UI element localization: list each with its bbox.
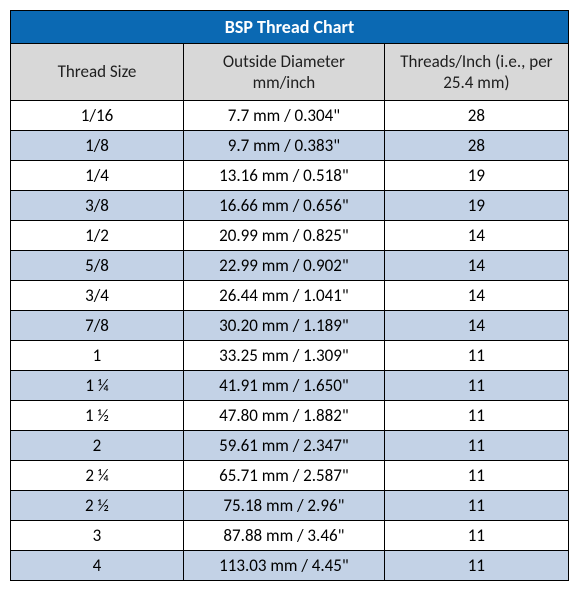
table-cell: 87.88 mm / 3.46" — [183, 521, 384, 551]
table-row: 259.61 mm / 2.347"11 — [11, 431, 569, 461]
table-cell: 11 — [384, 341, 568, 371]
table-cell: 47.80 mm / 1.882" — [183, 401, 384, 431]
table-cell: 2 — [11, 431, 184, 461]
bsp-thread-chart: BSP Thread Chart Thread Size Outside Dia… — [10, 10, 569, 581]
table-row: 4113.03 mm / 4.45"11 — [11, 551, 569, 581]
table-cell: 19 — [384, 191, 568, 221]
table-cell: 1/4 — [11, 161, 184, 191]
col-header-thread-size: Thread Size — [11, 44, 184, 101]
table-cell: 16.66 mm / 0.656" — [183, 191, 384, 221]
table-cell: 28 — [384, 131, 568, 161]
table-cell: 3 — [11, 521, 184, 551]
table-cell: 2 ½ — [11, 491, 184, 521]
table-row: 3/426.44 mm / 1.041"14 — [11, 281, 569, 311]
table-cell: 30.20 mm / 1.189" — [183, 311, 384, 341]
table-cell: 11 — [384, 461, 568, 491]
table-cell: 28 — [384, 101, 568, 131]
table-cell: 11 — [384, 551, 568, 581]
table-cell: 3/4 — [11, 281, 184, 311]
table-cell: 3/8 — [11, 191, 184, 221]
table-cell: 1/8 — [11, 131, 184, 161]
table-row: 1 ¼41.91 mm / 1.650"11 — [11, 371, 569, 401]
table-body: 1/167.7 mm / 0.304"281/89.7 mm / 0.383"2… — [11, 101, 569, 581]
table-cell: 1/16 — [11, 101, 184, 131]
table-cell: 59.61 mm / 2.347" — [183, 431, 384, 461]
table-cell: 9.7 mm / 0.383" — [183, 131, 384, 161]
table-cell: 5/8 — [11, 251, 184, 281]
table-cell: 1 ½ — [11, 401, 184, 431]
table-row: 3/816.66 mm / 0.656"19 — [11, 191, 569, 221]
table-cell: 113.03 mm / 4.45" — [183, 551, 384, 581]
table-cell: 4 — [11, 551, 184, 581]
table-cell: 14 — [384, 251, 568, 281]
table-cell: 14 — [384, 311, 568, 341]
table-title-row: BSP Thread Chart — [11, 11, 569, 44]
table-header-row: Thread Size Outside Diameter mm/inch Thr… — [11, 44, 569, 101]
table-cell: 11 — [384, 371, 568, 401]
table-row: 1/413.16 mm / 0.518"19 — [11, 161, 569, 191]
table-cell: 26.44 mm / 1.041" — [183, 281, 384, 311]
table-row: 1/167.7 mm / 0.304"28 — [11, 101, 569, 131]
table-cell: 11 — [384, 491, 568, 521]
table-cell: 11 — [384, 401, 568, 431]
table-row: 387.88 mm / 3.46"11 — [11, 521, 569, 551]
table-cell: 11 — [384, 521, 568, 551]
table-row: 2 ¼65.71 mm / 2.587"11 — [11, 461, 569, 491]
table-row: 5/822.99 mm / 0.902"14 — [11, 251, 569, 281]
table-cell: 1 ¼ — [11, 371, 184, 401]
table-cell: 65.71 mm / 2.587" — [183, 461, 384, 491]
table-cell: 22.99 mm / 0.902" — [183, 251, 384, 281]
table-row: 2 ½75.18 mm / 2.96"11 — [11, 491, 569, 521]
col-header-outside-diameter: Outside Diameter mm/inch — [183, 44, 384, 101]
table-row: 1/220.99 mm / 0.825"14 — [11, 221, 569, 251]
table-cell: 11 — [384, 431, 568, 461]
table-cell: 19 — [384, 161, 568, 191]
table-cell: 14 — [384, 221, 568, 251]
table-cell: 1/2 — [11, 221, 184, 251]
table-cell: 14 — [384, 281, 568, 311]
table-cell: 20.99 mm / 0.825" — [183, 221, 384, 251]
table-cell: 7.7 mm / 0.304" — [183, 101, 384, 131]
table-cell: 33.25 mm / 1.309" — [183, 341, 384, 371]
table-row: 1 ½47.80 mm / 1.882"11 — [11, 401, 569, 431]
table-cell: 1 — [11, 341, 184, 371]
thread-table: BSP Thread Chart Thread Size Outside Dia… — [10, 10, 569, 581]
col-header-threads-per-inch: Threads/Inch (i.e., per 25.4 mm) — [384, 44, 568, 101]
table-cell: 41.91 mm / 1.650" — [183, 371, 384, 401]
table-cell: 75.18 mm / 2.96" — [183, 491, 384, 521]
table-cell: 13.16 mm / 0.518" — [183, 161, 384, 191]
table-row: 1/89.7 mm / 0.383"28 — [11, 131, 569, 161]
table-cell: 2 ¼ — [11, 461, 184, 491]
table-row: 7/830.20 mm / 1.189"14 — [11, 311, 569, 341]
table-cell: 7/8 — [11, 311, 184, 341]
table-title: BSP Thread Chart — [11, 11, 569, 44]
table-row: 133.25 mm / 1.309"11 — [11, 341, 569, 371]
